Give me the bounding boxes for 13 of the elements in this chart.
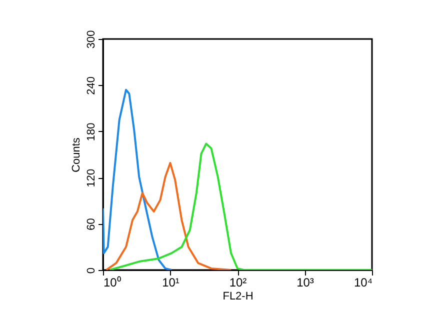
- y-tick-label: 300: [86, 30, 98, 49]
- y-tick-label: 120: [86, 168, 98, 188]
- x-tick-label: 10²: [229, 276, 247, 290]
- x-tick-label: 10⁰: [104, 276, 121, 290]
- y-axis-title: Counts: [70, 137, 82, 172]
- x-tick-label: 10¹: [162, 276, 180, 290]
- x-tick-label: 10³: [296, 276, 314, 290]
- x-axis-title: FL2-H: [222, 290, 254, 302]
- y-tick-label: 0: [86, 267, 98, 274]
- x-tick-label: 10⁴: [354, 276, 372, 290]
- y-tick-label: 60: [86, 218, 98, 230]
- y-tick-label: 180: [86, 122, 98, 142]
- y-tick-label: 240: [86, 76, 98, 95]
